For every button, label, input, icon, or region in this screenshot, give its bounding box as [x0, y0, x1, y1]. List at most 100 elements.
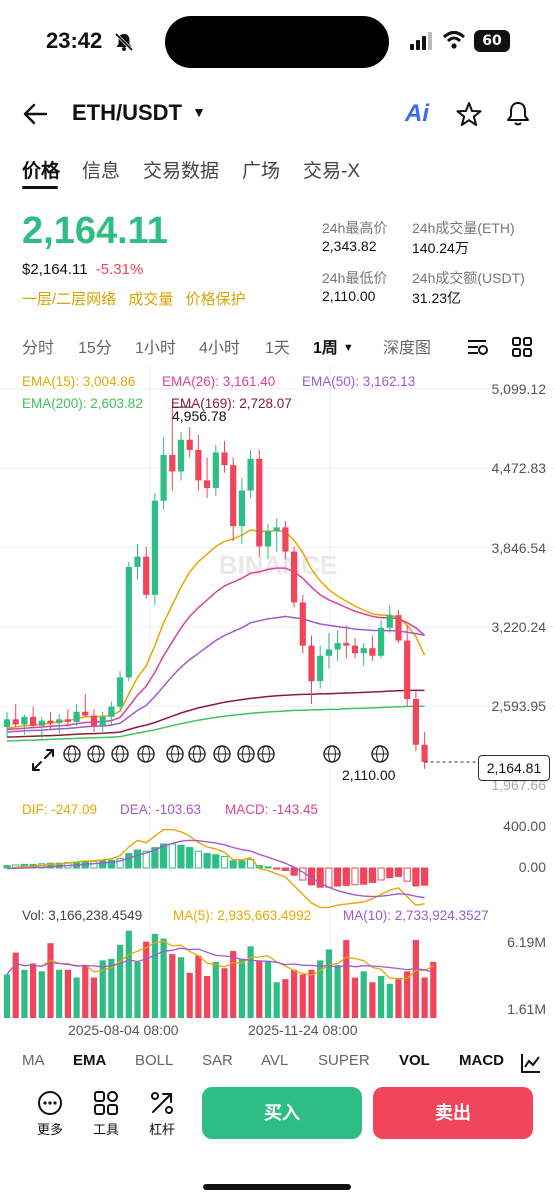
pair-selector[interactable]: ETH/USDT ▼ [72, 100, 206, 126]
volume-bar [325, 949, 332, 1018]
macd-bar [334, 867, 342, 887]
star-icon[interactable] [456, 101, 482, 127]
low-label: 24h最低价 [322, 270, 388, 286]
interval-1w[interactable]: 1周 ▼ [313, 334, 354, 358]
indicator-macd[interactable]: MACD [459, 1052, 504, 1069]
volume-bar [282, 979, 289, 1018]
candle-body [212, 452, 219, 489]
interval-1h[interactable]: 1小时 [135, 340, 176, 357]
macd-bar [116, 857, 124, 869]
price-protect-link[interactable]: 价格保护 [185, 291, 246, 308]
volume-bar [3, 974, 11, 1018]
indicator-ma[interactable]: MA [22, 1052, 45, 1069]
candle-body [38, 720, 45, 726]
macd-bar [281, 867, 289, 871]
volume-bar [430, 961, 437, 1018]
high-marker: 4,956.78 [172, 408, 227, 424]
expand-icon[interactable] [30, 747, 56, 773]
volume-bar [238, 958, 245, 1018]
interval-1w-label: 1周 [313, 340, 338, 357]
volume-link[interactable]: 成交量 [128, 291, 174, 308]
candle-body [291, 551, 298, 603]
macd-bar [212, 854, 220, 869]
volume-bar [56, 969, 63, 1018]
volume-bar [221, 968, 228, 1018]
bell-icon[interactable] [505, 100, 531, 128]
candle-body [325, 649, 332, 656]
high-value: 2,343.82 [322, 238, 377, 254]
ema-line-ema169 [6, 689, 425, 738]
more-label: 更多 [36, 1122, 63, 1137]
interval-4h[interactable]: 4小时 [199, 340, 240, 357]
macd-bar [107, 859, 116, 869]
tools-icon [94, 1091, 118, 1115]
candle-body [317, 655, 324, 682]
candle-body [421, 744, 428, 762]
ai-assistant-button[interactable]: Ai [405, 100, 429, 127]
indicator-avl[interactable]: AVL [261, 1052, 289, 1069]
indicator-ema[interactable]: EMA [73, 1052, 107, 1069]
indicator-boll[interactable]: BOLL [135, 1052, 174, 1069]
grid-layout-icon[interactable] [511, 336, 533, 358]
volume-bar [108, 958, 115, 1018]
more-button[interactable]: 更多 [28, 1090, 72, 1138]
macd-bar [394, 867, 403, 877]
indicator-vol[interactable]: VOL [399, 1052, 430, 1069]
candle-body [369, 648, 376, 656]
macd-bar [229, 860, 237, 869]
volume-bar [247, 946, 254, 1018]
candle-body [360, 648, 367, 654]
interval-line[interactable]: 分时 [22, 340, 55, 357]
tab-trade-x[interactable]: 交易-X [303, 161, 361, 182]
dynamic-island [165, 16, 389, 68]
volume-bar [195, 955, 202, 1018]
candle-body [125, 566, 132, 678]
volume-bar [386, 983, 393, 1018]
volume-bar [317, 960, 324, 1018]
tab-info[interactable]: 信息 [82, 161, 121, 182]
candle-body [404, 640, 411, 700]
buy-button[interactable]: 买入 [202, 1087, 362, 1139]
candle-body [143, 556, 150, 595]
ema15-label: EMA(15): 3,004.86 [22, 374, 136, 389]
vol-eth-label: 24h成交量(ETH) [412, 220, 515, 236]
current-price-tag: 2,164.81 [478, 755, 550, 781]
volume-bar [264, 961, 272, 1018]
volume-bar [82, 965, 89, 1018]
bell-muted-icon [114, 32, 134, 52]
interval-15m[interactable]: 15分 [78, 340, 112, 357]
volume-bar [299, 974, 306, 1018]
vol-ma5-label: MA(5): 2,935,663.4992 [173, 908, 312, 923]
tab-square[interactable]: 广场 [242, 161, 281, 182]
tab-trading-data[interactable]: 交易数据 [143, 161, 220, 182]
kline-chart[interactable]: BINANCE [0, 366, 554, 1046]
macd-bar [177, 844, 185, 869]
interval-depth[interactable]: 深度图 [383, 340, 432, 357]
macd-bar [325, 867, 333, 888]
leverage-button[interactable]: 杠杆 [140, 1090, 184, 1138]
volume-bar [360, 971, 367, 1018]
back-arrow-icon[interactable] [22, 102, 50, 126]
candle-body [282, 527, 289, 552]
ema169-label: EMA(169): 2,728.07 [171, 396, 292, 411]
vol-axis-top: 6.19M [507, 934, 546, 950]
indicator-chart-icon[interactable] [520, 1052, 542, 1074]
network-link[interactable]: 一层/二层网络 [22, 291, 117, 308]
macd-bar [377, 867, 385, 881]
indicator-super[interactable]: SUPER [318, 1052, 370, 1069]
macd-bar [368, 867, 376, 883]
candle-body [256, 458, 263, 547]
interval-1d[interactable]: 1天 [265, 340, 290, 357]
sell-button[interactable]: 卖出 [373, 1087, 533, 1139]
ema26-label: EMA(26): 3,161.40 [162, 374, 276, 389]
macd-bar [247, 859, 255, 869]
tools-button[interactable]: 工具 [84, 1090, 128, 1138]
event-icons [63, 745, 389, 763]
chart-settings-icon[interactable] [466, 336, 490, 358]
candle-body [378, 627, 385, 656]
macd-bar [238, 860, 246, 869]
indicator-bar: MA EMA BOLL SAR AVL SUPER VOL MACD [0, 1046, 554, 1078]
volume-bar [90, 977, 98, 1018]
indicator-sar[interactable]: SAR [202, 1052, 233, 1069]
tab-price[interactable]: 价格 [22, 161, 61, 182]
